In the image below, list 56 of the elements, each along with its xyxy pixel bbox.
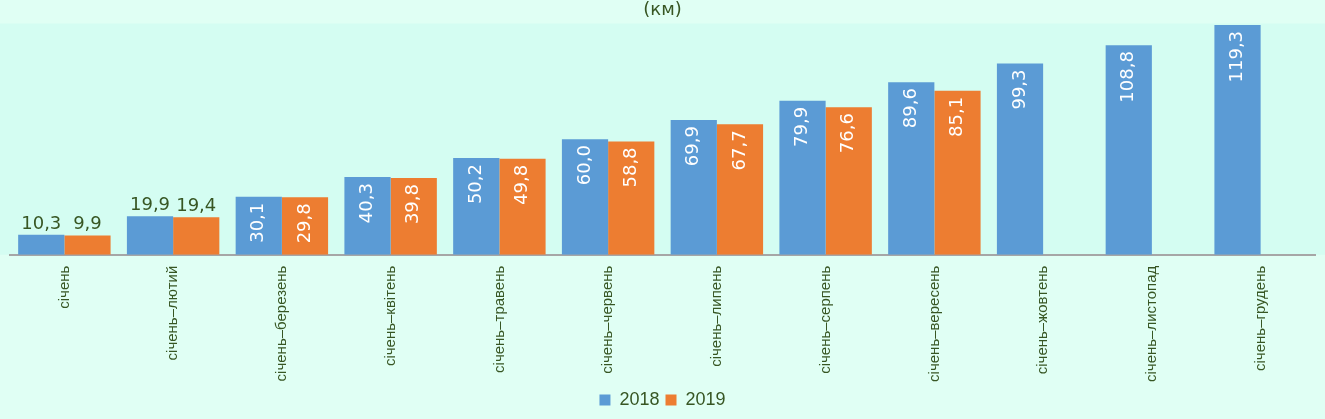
bar [64, 235, 111, 255]
bar [499, 158, 546, 255]
bar [1105, 45, 1152, 255]
data-label: 119,3 [1225, 30, 1247, 83]
x-tick-label: січень–жовтень [1033, 265, 1051, 375]
data-label: 60,0 [572, 145, 594, 186]
bar [825, 107, 872, 255]
data-label: 67,7 [727, 130, 749, 171]
bar [561, 139, 609, 255]
data-label: 76,6 [836, 113, 858, 154]
bar [126, 216, 174, 255]
data-label: 69,9 [681, 126, 703, 167]
legend-label: 2018 [619, 388, 660, 409]
legend-label: 2019 [685, 388, 726, 409]
data-label: 29,8 [292, 203, 314, 244]
x-tick-label: січень–листопад [1142, 265, 1160, 382]
x-tick-label: січень [54, 265, 72, 309]
bar [670, 120, 717, 255]
bar [344, 177, 391, 255]
data-label: 89,6 [898, 88, 920, 129]
bar [173, 217, 220, 255]
x-tick-label: січень–березень [272, 265, 290, 382]
data-label: 49,8 [510, 164, 532, 205]
x-tick-label: січень–квітень [380, 265, 398, 367]
x-tick-label: січень–грудень [1250, 265, 1268, 371]
bar [1214, 24, 1261, 255]
data-label: 50,2 [463, 164, 485, 205]
x-tick-label: січень–серпень [815, 265, 833, 374]
data-label: 40,3 [355, 183, 377, 224]
bar [453, 158, 500, 255]
bar [716, 124, 764, 255]
data-label: 99,3 [1007, 69, 1029, 110]
data-label: 10,3 [21, 211, 62, 233]
x-tick-label: січень–травень [489, 265, 507, 373]
bar [779, 100, 826, 255]
data-label: 9,9 [73, 212, 102, 234]
data-label: 30,1 [246, 202, 268, 243]
bar [996, 63, 1044, 255]
bar [235, 196, 282, 255]
x-tick-label: січень–вересень [924, 265, 942, 382]
data-label: 19,4 [176, 193, 217, 215]
x-tick-label: січень–липень [707, 265, 725, 367]
bar [390, 178, 437, 255]
chart-title: (км) [643, 0, 682, 20]
bar [18, 234, 65, 255]
data-label: 39,8 [401, 184, 423, 225]
data-label: 85,1 [945, 96, 967, 137]
data-label: 79,9 [790, 106, 812, 147]
bar [888, 82, 935, 255]
bar [608, 141, 655, 255]
bar [934, 90, 981, 255]
data-label: 19,9 [129, 193, 171, 215]
x-tick-label: січень–лютий [163, 265, 181, 361]
x-tick-label: січень–червень [598, 265, 616, 374]
data-label: 108,8 [1116, 51, 1138, 103]
data-label: 58,8 [618, 147, 640, 188]
